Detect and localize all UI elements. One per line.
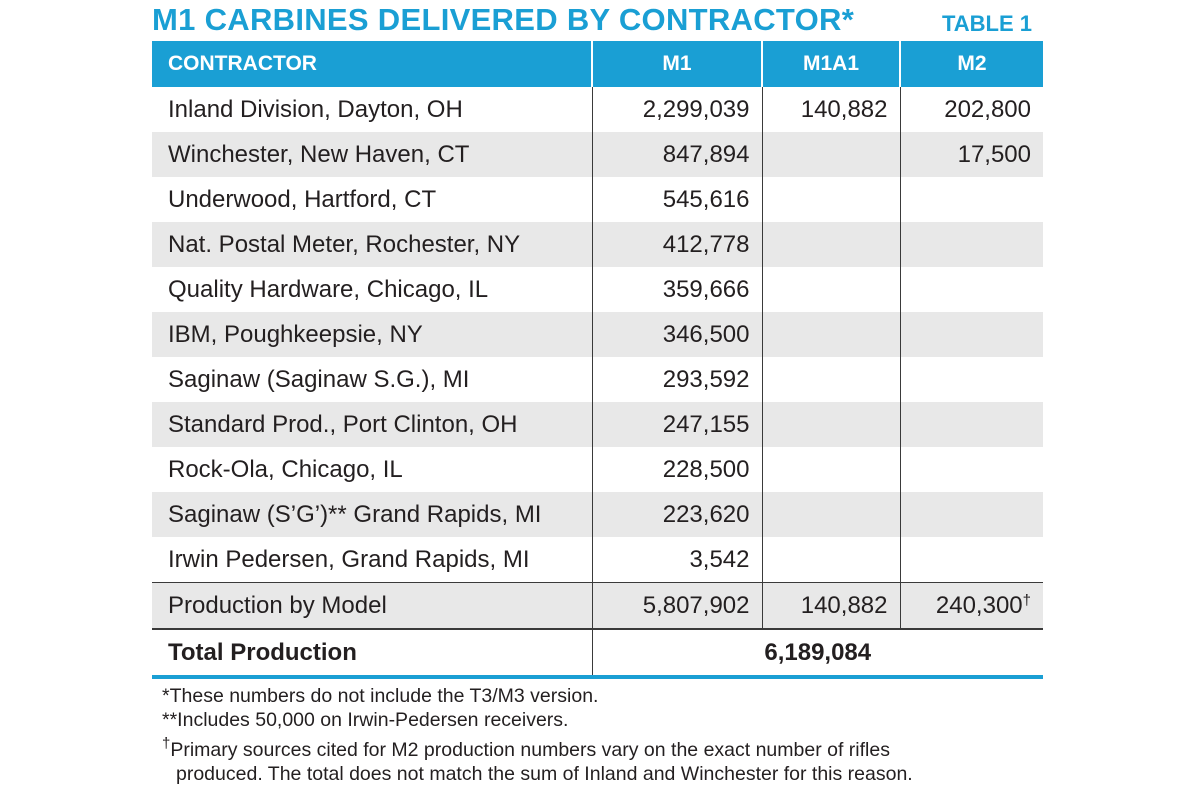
cell-contractor: Standard Prod., Port Clinton, OH <box>152 402 593 447</box>
cell-m1: 2,299,039 <box>592 87 763 132</box>
table-row: Irwin Pedersen, Grand Rapids, MI 3,542 <box>152 537 1043 583</box>
cell-contractor: Saginaw (Saginaw S.G.), MI <box>152 357 593 402</box>
footnote-2: **Includes 50,000 on Irwin-Pedersen rece… <box>162 709 569 731</box>
cell-contractor: Winchester, New Haven, CT <box>152 132 593 177</box>
cell-m1a1 <box>762 222 901 267</box>
table-row: Inland Division, Dayton, OH 2,299,039 14… <box>152 87 1043 132</box>
cell-m2 <box>900 267 1043 312</box>
table-row: Rock-Ola, Chicago, IL 228,500 <box>152 447 1043 492</box>
cell-contractor: Quality Hardware, Chicago, IL <box>152 267 593 312</box>
total-production-row: Total Production 6,189,084 <box>152 628 1043 679</box>
cell-contractor: Nat. Postal Meter, Rochester, NY <box>152 222 593 267</box>
header-contractor: CONTRACTOR <box>152 41 593 87</box>
cell-m1: 545,616 <box>592 177 763 222</box>
cell-contractor: Underwood, Hartford, CT <box>152 177 593 222</box>
cell-m1a1: 140,882 <box>762 87 901 132</box>
cell-m1a1 <box>762 267 901 312</box>
cell-m1a1 <box>762 492 901 537</box>
cell-m2: 17,500 <box>900 132 1043 177</box>
footnote-3-line-1: Primary sources cited for M2 production … <box>170 739 890 761</box>
footnote-1: *These numbers do not include the T3/M3 … <box>162 685 599 707</box>
table-row: Saginaw (S’G’)** Grand Rapids, MI 223,62… <box>152 492 1043 537</box>
cell-m1: 223,620 <box>592 492 763 537</box>
dagger-mark: † <box>1022 591 1031 609</box>
cell-m1: 346,500 <box>592 312 763 357</box>
cell-m1a1 <box>762 357 901 402</box>
cell-m1a1 <box>762 402 901 447</box>
summary-label: Production by Model <box>152 582 593 629</box>
table-row: Winchester, New Haven, CT 847,894 17,500 <box>152 132 1043 177</box>
cell-m1: 847,894 <box>592 132 763 177</box>
cell-m2 <box>900 222 1043 267</box>
cell-contractor: Saginaw (S’G’)** Grand Rapids, MI <box>152 492 593 537</box>
cell-m1a1 <box>762 312 901 357</box>
cell-m1: 3,542 <box>592 537 763 583</box>
table-header: CONTRACTOR M1 M1A1 M2 <box>152 41 1043 87</box>
table-row: Nat. Postal Meter, Rochester, NY 412,778 <box>152 222 1043 267</box>
cell-contractor: Inland Division, Dayton, OH <box>152 87 593 132</box>
footnote-3-line-2: produced. The total does not match the s… <box>176 763 913 785</box>
header-m2: M2 <box>900 41 1043 87</box>
cell-m2: 202,800 <box>944 95 1031 123</box>
cell-m1: 247,155 <box>592 402 763 447</box>
total-label: Total Production <box>152 628 593 679</box>
table-body: Inland Division, Dayton, OH 2,299,039 14… <box>152 87 1043 679</box>
cell-m1a1 <box>762 177 901 222</box>
cell-m2 <box>900 537 1043 583</box>
cell-m2 <box>900 447 1043 492</box>
cell-m2 <box>900 492 1043 537</box>
header-m1a1: M1A1 <box>762 41 901 87</box>
cell-contractor: Irwin Pedersen, Grand Rapids, MI <box>152 537 593 583</box>
cell-m2 <box>900 402 1043 447</box>
total-value: 6,189,084 <box>592 628 1043 679</box>
cell-m2 <box>900 177 1043 222</box>
cell-contractor: Rock-Ola, Chicago, IL <box>152 447 593 492</box>
cell-m1a1 <box>762 447 901 492</box>
cell-m1: 293,592 <box>592 357 763 402</box>
cell-m2 <box>900 312 1043 357</box>
summary-m2: 240,300† <box>900 582 1043 629</box>
header-m1: M1 <box>592 41 763 87</box>
table-row: IBM, Poughkeepsie, NY 346,500 <box>152 312 1043 357</box>
summary-m1: 5,807,902 <box>592 582 763 629</box>
cell-m2 <box>900 357 1043 402</box>
cell-m1a1 <box>762 132 901 177</box>
production-by-model-row: Production by Model 5,807,902 140,882 24… <box>152 582 1043 629</box>
cell-m1: 228,500 <box>592 447 763 492</box>
table-row: Standard Prod., Port Clinton, OH 247,155 <box>152 402 1043 447</box>
footnote-3: †Primary sources cited for M2 production… <box>162 732 913 762</box>
header-row: CONTRACTOR M1 M1A1 M2 <box>152 41 1043 87</box>
footnote-dagger: † <box>162 735 171 752</box>
table-row: Underwood, Hartford, CT 545,616 <box>152 177 1043 222</box>
cell-m1: 412,778 <box>592 222 763 267</box>
summary-m1a1: 140,882 <box>762 582 901 629</box>
carbine-production-table: CONTRACTOR M1 M1A1 M2 Inland Division, D… <box>152 41 1043 679</box>
cell-contractor: IBM, Poughkeepsie, NY <box>152 312 593 357</box>
table-row: Saginaw (Saginaw S.G.), MI 293,592 <box>152 357 1043 402</box>
table-row: Quality Hardware, Chicago, IL 359,666 <box>152 267 1043 312</box>
footnotes: *These numbers do not include the T3/M3 … <box>162 684 913 786</box>
cell-m1: 359,666 <box>592 267 763 312</box>
summary-m2-value: 240,300 <box>935 591 1023 619</box>
table-title: M1 CARBINES DELIVERED BY CONTRACTOR* <box>152 2 855 37</box>
table-number-label: TABLE 1 <box>941 11 1032 36</box>
cell-m1a1 <box>762 537 901 583</box>
